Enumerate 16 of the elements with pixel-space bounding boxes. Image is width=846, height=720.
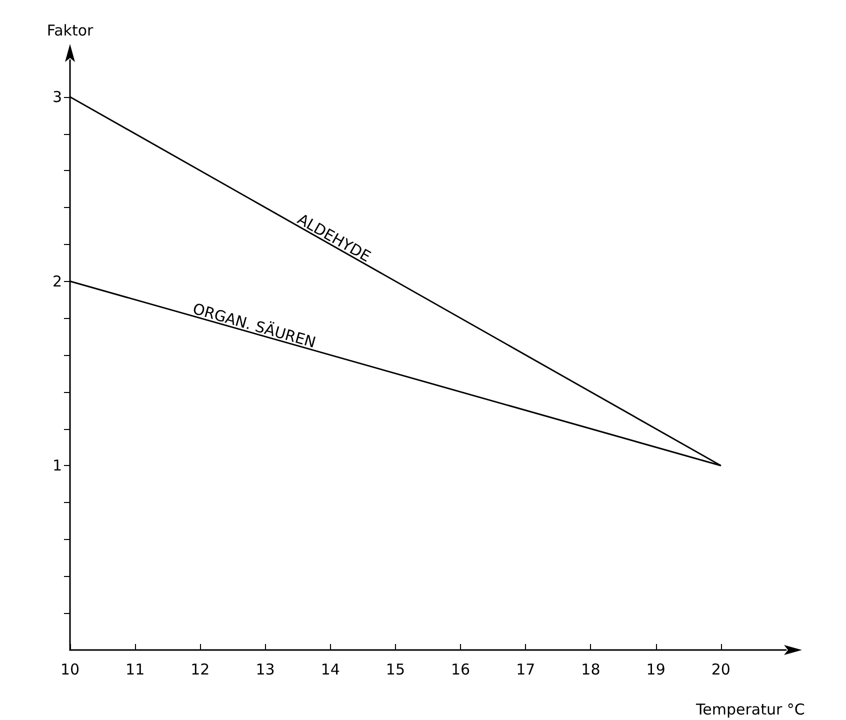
x-tick-label: 12 <box>190 660 210 678</box>
x-axis-title: Temperatur °C <box>695 700 805 718</box>
x-tick-label: 18 <box>581 660 600 678</box>
x-tick-label: 16 <box>451 660 470 678</box>
x-tick-label: 15 <box>386 660 405 678</box>
x-tick-label: 20 <box>711 660 730 678</box>
x-tick-label: 14 <box>320 660 340 678</box>
x-tick-label: 17 <box>516 660 536 678</box>
y-tick-label: 3 <box>52 88 62 106</box>
x-tick-label: 10 <box>60 660 80 678</box>
y-axis-title: Faktor <box>46 22 94 40</box>
y-tick-label: 1 <box>52 456 62 475</box>
x-tick-label: 11 <box>126 660 145 678</box>
x-tick-label: 19 <box>646 660 666 678</box>
x-tick-label: 13 <box>256 660 275 678</box>
y-tick-label: 2 <box>52 272 62 290</box>
